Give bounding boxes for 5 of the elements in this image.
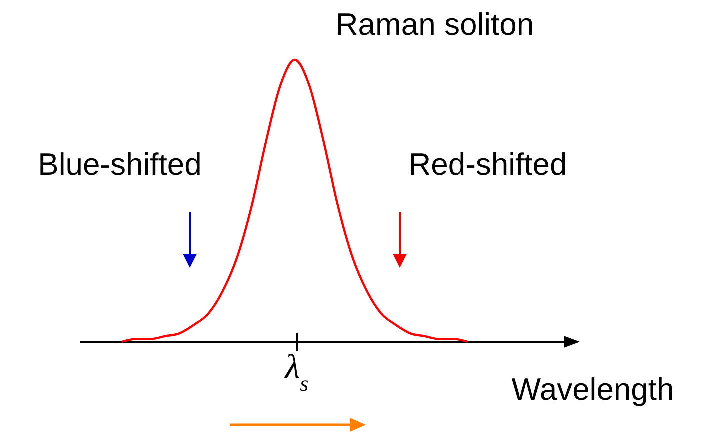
x-axis-title: Wavelength (512, 372, 674, 407)
annotation: Red-shifted (408, 147, 568, 182)
annotation: Blue-shifted (38, 147, 202, 182)
text: λ$_{s}$ (284, 349, 309, 396)
text: Raman soliton (336, 7, 534, 42)
